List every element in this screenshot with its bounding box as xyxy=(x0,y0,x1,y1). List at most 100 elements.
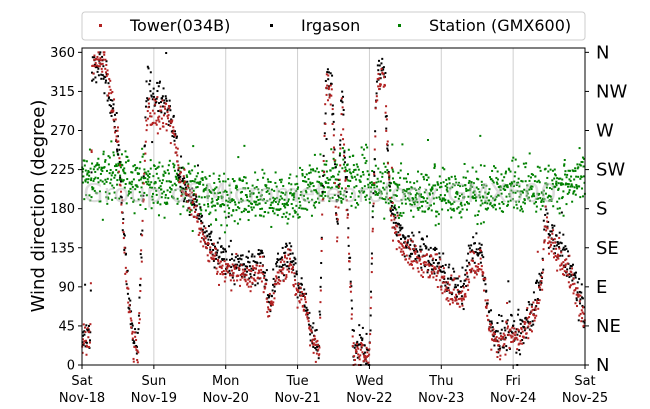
data-point xyxy=(167,197,170,200)
data-point xyxy=(164,171,167,174)
data-point xyxy=(239,278,242,281)
data-point xyxy=(409,193,412,196)
data-point xyxy=(574,167,577,170)
data-point xyxy=(405,246,408,249)
data-point xyxy=(569,267,572,270)
data-point xyxy=(431,259,434,262)
data-point xyxy=(170,121,173,124)
data-point xyxy=(535,280,538,283)
data-point xyxy=(428,183,431,186)
data-point xyxy=(377,180,380,183)
data-point xyxy=(296,182,299,185)
data-point xyxy=(229,273,232,276)
data-point xyxy=(472,236,475,239)
data-point xyxy=(240,200,243,203)
data-point xyxy=(207,189,210,192)
data-point xyxy=(566,262,569,265)
data-point xyxy=(499,347,502,350)
data-point xyxy=(299,294,302,297)
data-point xyxy=(94,76,97,79)
data-point xyxy=(292,263,295,266)
x-tick-date-label: Nov-23 xyxy=(418,391,464,406)
data-point xyxy=(451,301,454,304)
data-point xyxy=(330,176,333,179)
data-point xyxy=(249,202,252,205)
data-point xyxy=(337,173,340,176)
data-point xyxy=(330,148,333,151)
data-point xyxy=(390,214,393,217)
data-point xyxy=(330,94,333,97)
data-point xyxy=(142,153,145,156)
data-point xyxy=(415,189,418,192)
data-point xyxy=(205,243,208,246)
data-point xyxy=(261,189,264,192)
data-point xyxy=(190,209,193,212)
data-point xyxy=(136,185,139,188)
data-point xyxy=(435,188,438,191)
data-point xyxy=(507,333,510,336)
data-point xyxy=(202,238,205,241)
data-point xyxy=(381,57,384,60)
data-point xyxy=(456,207,459,210)
data-point xyxy=(542,219,545,222)
data-point xyxy=(92,78,95,81)
data-point xyxy=(154,181,157,184)
data-point xyxy=(85,194,88,197)
data-point xyxy=(95,64,98,67)
data-point xyxy=(470,244,473,247)
data-point xyxy=(304,199,307,202)
data-point xyxy=(298,206,301,209)
data-point xyxy=(160,111,163,114)
data-point xyxy=(378,64,381,67)
data-point xyxy=(306,313,309,316)
data-point xyxy=(333,193,336,196)
data-point xyxy=(235,186,238,189)
data-point xyxy=(308,311,311,314)
data-point xyxy=(516,313,519,316)
data-point xyxy=(419,200,422,203)
data-point xyxy=(217,192,220,195)
data-point xyxy=(228,258,231,261)
data-point xyxy=(562,233,565,236)
data-point xyxy=(152,87,155,90)
data-point xyxy=(291,193,294,196)
data-point xyxy=(380,190,383,193)
data-point xyxy=(431,268,434,271)
data-point xyxy=(119,166,122,169)
data-point xyxy=(370,296,373,299)
data-point xyxy=(565,203,568,206)
data-point xyxy=(90,171,93,174)
y-tick-label: 135 xyxy=(50,241,75,256)
data-point xyxy=(157,85,160,88)
data-point xyxy=(389,210,392,213)
data-point xyxy=(109,169,112,172)
data-point xyxy=(501,179,504,182)
data-point xyxy=(480,251,483,254)
data-point xyxy=(107,94,110,97)
data-point xyxy=(347,244,350,247)
data-point xyxy=(206,203,209,206)
data-point xyxy=(339,152,342,155)
data-point xyxy=(136,361,139,364)
data-point xyxy=(120,196,123,199)
data-point xyxy=(533,180,536,183)
data-point xyxy=(458,212,461,215)
data-point xyxy=(279,279,282,282)
data-point xyxy=(243,274,246,277)
data-point xyxy=(173,139,176,142)
data-point xyxy=(237,156,240,159)
data-point xyxy=(453,296,456,299)
data-point xyxy=(387,170,390,173)
data-point xyxy=(339,147,342,150)
data-point xyxy=(292,268,295,271)
data-point xyxy=(313,189,316,192)
data-point xyxy=(182,175,185,178)
data-point xyxy=(236,279,239,282)
data-point xyxy=(222,270,225,273)
data-point xyxy=(119,164,122,167)
data-point xyxy=(572,170,575,173)
data-point xyxy=(246,196,249,199)
data-point xyxy=(340,97,343,100)
data-point xyxy=(361,153,364,156)
data-point xyxy=(291,207,294,210)
